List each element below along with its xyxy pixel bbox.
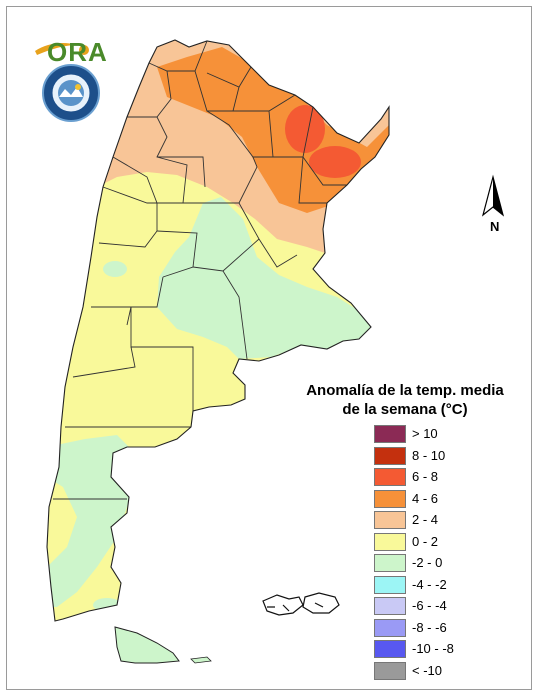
tierra-del-fuego — [114, 626, 180, 664]
legend: > 10 8 - 10 6 - 8 4 - 6 2 - 4 0 - 2 -2 - 0 -4 -… — [374, 425, 504, 683]
legend-title-line1: Anomalía de la temp. media — [306, 382, 504, 399]
legend-label: -4 - -2 — [412, 576, 447, 592]
legend-swatch — [374, 554, 406, 572]
argentina-outline — [46, 39, 390, 622]
legend-label: -10 - -8 — [412, 641, 454, 656]
legend-label: 0 - 2 — [412, 533, 439, 549]
legend-swatch — [374, 468, 406, 486]
legend-swatch — [374, 597, 406, 615]
smn-emblem-logo — [42, 64, 100, 122]
anomaly-zone-minus2-0-spot — [103, 261, 127, 277]
ora-logo-swoosh — [35, 43, 77, 55]
legend-item: -6 - -4 — [374, 597, 504, 619]
legend-item: > 10 — [374, 425, 504, 447]
legend-label: -2 - 0 — [412, 555, 443, 570]
legend-item: -2 - 0 — [374, 554, 504, 576]
legend-swatch — [374, 661, 406, 680]
legend-swatch — [374, 425, 406, 443]
legend-title: Anomalía de la temp. media de la semana … — [291, 381, 519, 419]
legend-item: 8 - 10 — [374, 446, 504, 469]
legend-swatch — [374, 489, 406, 508]
legend-swatch — [374, 511, 406, 529]
legend-swatch — [374, 618, 406, 637]
legend-item: 4 - 6 — [374, 489, 504, 512]
ora-logo-text: ORA — [47, 37, 108, 67]
legend-item: -8 - -6 — [374, 618, 504, 641]
province-boundaries — [53, 40, 347, 500]
legend-swatch — [374, 446, 406, 465]
legend-swatch — [374, 640, 406, 658]
legend-label: 4 - 6 — [412, 490, 439, 506]
legend-label: 2 - 4 — [412, 512, 439, 527]
malvinas-islands — [262, 592, 340, 616]
north-label: N — [490, 219, 500, 234]
legend-item: -10 - -8 — [374, 640, 504, 662]
legend-label: -6 - -4 — [412, 598, 447, 613]
legend-item: -4 - -2 — [374, 575, 504, 598]
legend-label: > 10 — [412, 426, 438, 441]
legend-swatch — [374, 575, 406, 594]
north-arrow-icon — [481, 174, 505, 217]
argentina-map — [35, 39, 505, 664]
legend-label: 8 - 10 — [412, 447, 446, 463]
legend-item: 0 - 2 — [374, 532, 504, 555]
legend-label: 6 - 8 — [412, 469, 439, 484]
anomaly-zone-minus2-0-central — [157, 197, 377, 359]
legend-label: -8 - -6 — [412, 619, 447, 635]
map-frame: ORA N Anomalía de la temp. media de la s… — [6, 6, 532, 690]
legend-item: 2 - 4 — [374, 511, 504, 533]
legend-title-line2: de la semana (°C) — [342, 401, 468, 418]
anomaly-zone-6-8-misiones — [285, 105, 325, 153]
ora-logo-dot — [79, 45, 89, 55]
isla-de-los-estados — [190, 656, 212, 664]
legend-label: < -10 — [412, 662, 442, 678]
legend-item: < -10 — [374, 661, 504, 684]
legend-item: 6 - 8 — [374, 468, 504, 490]
anomaly-zone-2-4-spot — [179, 131, 191, 143]
anomaly-zone-6-8-corrientes — [309, 146, 361, 178]
legend-swatch — [374, 532, 406, 551]
